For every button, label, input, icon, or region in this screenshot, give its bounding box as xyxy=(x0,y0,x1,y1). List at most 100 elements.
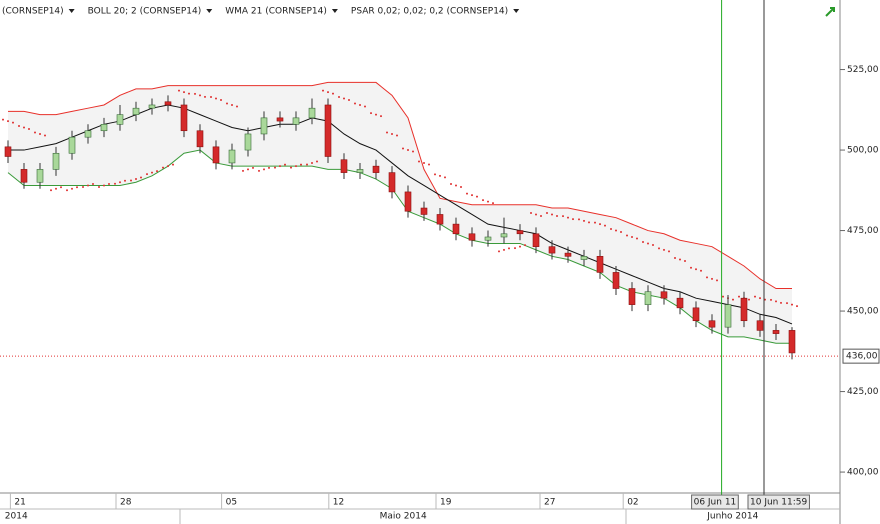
psar-dot xyxy=(567,216,569,219)
psar-dot xyxy=(615,229,617,232)
candle-body xyxy=(20,169,28,183)
psar-dot xyxy=(39,132,41,135)
psar-dot xyxy=(338,96,340,99)
legend-item: (CORNSEP14) xyxy=(2,7,64,17)
cursor-label-box xyxy=(691,494,739,510)
psar-dot xyxy=(284,163,286,166)
candle-body xyxy=(708,320,716,328)
psar-dot xyxy=(34,131,36,134)
psar-dot xyxy=(540,214,542,217)
psar-dot xyxy=(636,237,638,240)
candle-body xyxy=(644,291,652,305)
psar-dot xyxy=(92,182,94,185)
candle-body xyxy=(692,307,700,322)
psar-dot xyxy=(663,248,665,251)
trend-icon xyxy=(825,7,835,17)
psar-dot xyxy=(76,186,78,189)
psar-dot xyxy=(647,242,649,245)
psar-dot xyxy=(524,244,526,247)
psar-dot xyxy=(348,99,350,102)
candle-body xyxy=(292,117,300,125)
candle-body xyxy=(580,256,588,260)
psar-dot xyxy=(674,257,676,260)
psar-dot xyxy=(12,121,14,124)
legend-item: PSAR 0,02; 0,02; 0,2 (CORNSEP14) xyxy=(351,7,508,17)
psar-dot xyxy=(71,187,73,190)
psar-dot xyxy=(722,295,724,298)
psar-dot xyxy=(460,185,462,188)
psar-dot xyxy=(796,305,798,308)
psar-dot xyxy=(695,268,697,271)
psar-dot xyxy=(327,91,329,94)
psar-dot xyxy=(658,247,660,250)
psar-dot xyxy=(103,184,105,187)
psar-dot xyxy=(396,134,398,137)
psar-dot xyxy=(151,171,153,174)
legend: (CORNSEP14) BOLL 20; 2 (CORNSEP14) WMA 21 … xyxy=(2,7,520,17)
y-tick-label: 525,00 xyxy=(847,65,879,75)
psar-dot xyxy=(492,202,494,205)
dropdown-arrow xyxy=(513,9,520,13)
psar-dot xyxy=(455,184,457,187)
period-label: Maio 2014 xyxy=(380,512,427,522)
dropdown-arrow xyxy=(206,9,213,13)
psar-dot xyxy=(55,187,57,190)
psar-dot xyxy=(236,105,238,108)
psar-dot xyxy=(130,179,132,182)
candle-body xyxy=(388,172,396,193)
psar-dot xyxy=(167,165,169,168)
candle-body xyxy=(308,107,316,119)
psar-dot xyxy=(450,182,452,185)
psar-dot xyxy=(82,185,84,188)
psar-dot xyxy=(162,166,164,169)
upper-band xyxy=(8,81,792,290)
psar-dot xyxy=(194,92,196,95)
candle-body xyxy=(132,107,140,115)
candle-body xyxy=(244,133,252,151)
y-tick-label: 500,00 xyxy=(847,146,879,156)
candle-body xyxy=(340,159,348,173)
candle-body xyxy=(516,230,524,235)
psar-dot xyxy=(594,221,596,224)
psar-dot xyxy=(508,247,510,250)
candle-body xyxy=(788,330,796,354)
psar-dot xyxy=(546,211,548,214)
psar-dot xyxy=(428,163,430,166)
psar-dot xyxy=(252,166,254,169)
psar-dot xyxy=(98,185,100,188)
psar-dot xyxy=(172,163,174,166)
candle-body xyxy=(756,320,764,331)
psar-dot xyxy=(226,102,228,105)
candle-body xyxy=(324,104,332,157)
candle-body xyxy=(612,272,620,289)
psar-dot xyxy=(690,266,692,269)
psar-dot xyxy=(242,169,244,172)
candle-body xyxy=(548,246,556,254)
psar-dot xyxy=(519,245,521,248)
psar-dot xyxy=(258,169,260,172)
psar-dot xyxy=(487,200,489,203)
psar-dot xyxy=(599,223,601,226)
psar-dot xyxy=(386,131,388,134)
psar-dot xyxy=(711,277,713,280)
psar-dot xyxy=(375,113,377,116)
psar-dot xyxy=(444,176,446,179)
psar-dot xyxy=(204,95,206,98)
psar-dot xyxy=(700,269,702,272)
psar-dot xyxy=(684,260,686,263)
psar-dot xyxy=(178,89,180,92)
y-tick-label: 425,00 xyxy=(847,387,879,397)
psar-dot xyxy=(332,92,334,95)
psar-dot xyxy=(300,163,302,166)
psar-dot xyxy=(311,161,313,164)
psar-dot xyxy=(316,160,318,163)
psar-dot xyxy=(391,132,393,135)
psar-dot xyxy=(562,215,564,218)
candle-body xyxy=(68,136,76,154)
psar-dot xyxy=(135,178,137,181)
psar-dot xyxy=(354,102,356,105)
candle-body xyxy=(100,123,108,132)
psar-dot xyxy=(498,250,500,253)
